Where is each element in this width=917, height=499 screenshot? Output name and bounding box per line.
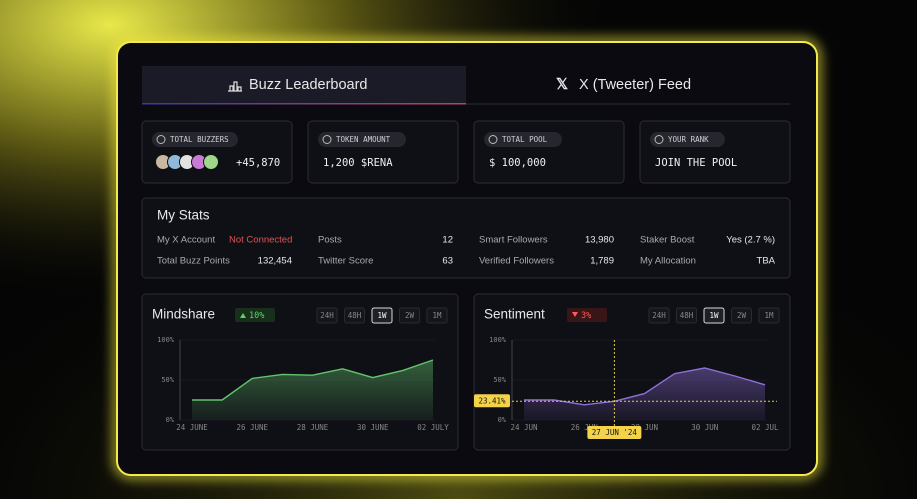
- change-badge: [567, 308, 607, 322]
- card-icon: [156, 135, 166, 144]
- range-label[interactable]: 48H: [348, 311, 362, 320]
- x-icon: 𝕏: [556, 76, 568, 93]
- trend-arrow: [572, 312, 578, 317]
- card-pill: [152, 132, 238, 147]
- card-pill: [650, 132, 725, 147]
- x-tick-label: 26 JUN: [571, 423, 598, 432]
- x-tick-label: 30 JUNE: [357, 423, 389, 432]
- stat-value: 1,789: [590, 256, 614, 267]
- range-label[interactable]: 1M: [764, 311, 774, 320]
- range-button[interactable]: [676, 307, 697, 324]
- tab-active[interactable]: [142, 66, 466, 104]
- card-pill: [484, 132, 562, 147]
- stat-value: 12: [442, 235, 453, 246]
- range-label[interactable]: 1W: [377, 311, 387, 320]
- card: [639, 120, 791, 184]
- tab-underline: [142, 103, 466, 105]
- card-value: 1,200 $RENA: [323, 157, 393, 169]
- stat-value: Not Connected: [229, 235, 292, 246]
- x-tick-label: 28 JUNE: [297, 423, 329, 432]
- card-pill: [318, 132, 406, 147]
- x-tick-label: 26 JUNE: [236, 423, 268, 432]
- x-tick-label: 24 JUN: [510, 423, 537, 432]
- range-button[interactable]: [426, 307, 448, 324]
- stats-box: [141, 197, 791, 279]
- crosshair-y-box: [474, 394, 510, 408]
- stat-label: My X Account: [157, 235, 215, 246]
- x-tick-label: 02 JUL: [751, 423, 779, 432]
- y-tick-label: 0%: [166, 416, 175, 424]
- range-button[interactable]: [399, 307, 420, 324]
- area-fill: [192, 360, 433, 420]
- chart-title: Mindshare: [152, 307, 215, 322]
- crosshair-y-label: 23.41%: [478, 396, 506, 405]
- y-tick-label: 100%: [157, 336, 175, 344]
- stat-value: 132,454: [258, 256, 292, 267]
- avatar: [203, 154, 219, 170]
- stat-value: TBA: [757, 256, 776, 267]
- stat-label: Total Buzz Points: [157, 256, 230, 267]
- y-tick-label: 50%: [161, 376, 174, 384]
- crosshair-x-box: [587, 426, 642, 439]
- range-label[interactable]: 2W: [737, 311, 747, 320]
- trend-arrow: [240, 313, 246, 318]
- leaderboard-icon: [228, 81, 242, 92]
- range-label[interactable]: 24H: [320, 311, 334, 320]
- change-badge: [235, 308, 275, 322]
- range-label[interactable]: 1W: [709, 311, 719, 320]
- stats-title: My Stats: [157, 208, 210, 223]
- stat-label: Twitter Score: [318, 256, 373, 267]
- range-label[interactable]: 2W: [405, 311, 415, 320]
- range-button[interactable]: [371, 307, 393, 324]
- card-value: +45,870: [236, 157, 280, 169]
- stat-value: Yes (2.7 %): [726, 235, 775, 246]
- x-tick-label: 28 JUN: [631, 423, 658, 432]
- line: [192, 359, 434, 401]
- card-icon: [654, 135, 664, 144]
- stat-label: My Allocation: [640, 256, 696, 267]
- tab-label[interactable]: X (Tweeter) Feed: [579, 77, 691, 93]
- card-value: JOIN THE POOL: [655, 157, 737, 169]
- card-label: TOTAL POOL: [502, 135, 548, 144]
- card-icon: [488, 135, 498, 144]
- range-button[interactable]: [316, 307, 338, 324]
- x-tick-label: 02 JULY: [417, 423, 449, 432]
- range-label[interactable]: 48H: [680, 311, 694, 320]
- stat-label: Staker Boost: [640, 235, 695, 246]
- card: [141, 120, 293, 184]
- card-label: YOUR RANK: [668, 135, 709, 144]
- x-tick-label: 30 JUN: [691, 423, 718, 432]
- change-value: 3%: [581, 311, 591, 321]
- range-button[interactable]: [703, 307, 725, 324]
- card-value: $ 100,000: [489, 157, 546, 169]
- card: [473, 120, 625, 184]
- range-button[interactable]: [648, 307, 670, 324]
- range-label[interactable]: 24H: [652, 311, 666, 320]
- change-value: 10%: [249, 311, 264, 321]
- card-label: TOKEN AMOUNT: [336, 135, 391, 144]
- stat-label: Verified Followers: [479, 256, 554, 267]
- range-button[interactable]: [344, 307, 365, 324]
- crosshair-x-label: 27 JUN '24: [592, 428, 638, 437]
- card: [307, 120, 459, 184]
- chart-title: Sentiment: [484, 307, 545, 322]
- y-tick-label: 50%: [493, 376, 506, 384]
- stat-label: Smart Followers: [479, 235, 548, 246]
- cards: TOTAL BUZZERS TOKEN AMOUNT TOTAL POOL YO…: [141, 120, 791, 184]
- tab-label[interactable]: Buzz Leaderboard: [249, 77, 368, 93]
- card-icon: [322, 135, 332, 144]
- range-button[interactable]: [758, 307, 780, 324]
- stat-value: 13,980: [585, 235, 614, 246]
- card-label: TOTAL BUZZERS: [170, 135, 229, 144]
- y-tick-label: 0%: [498, 416, 507, 424]
- range-button[interactable]: [731, 307, 752, 324]
- y-tick-label: 100%: [489, 336, 507, 344]
- stat-value: 63: [442, 256, 453, 267]
- x-tick-label: 24 JUNE: [176, 423, 208, 432]
- range-label[interactable]: 1M: [432, 311, 442, 320]
- stat-label: Posts: [318, 235, 342, 246]
